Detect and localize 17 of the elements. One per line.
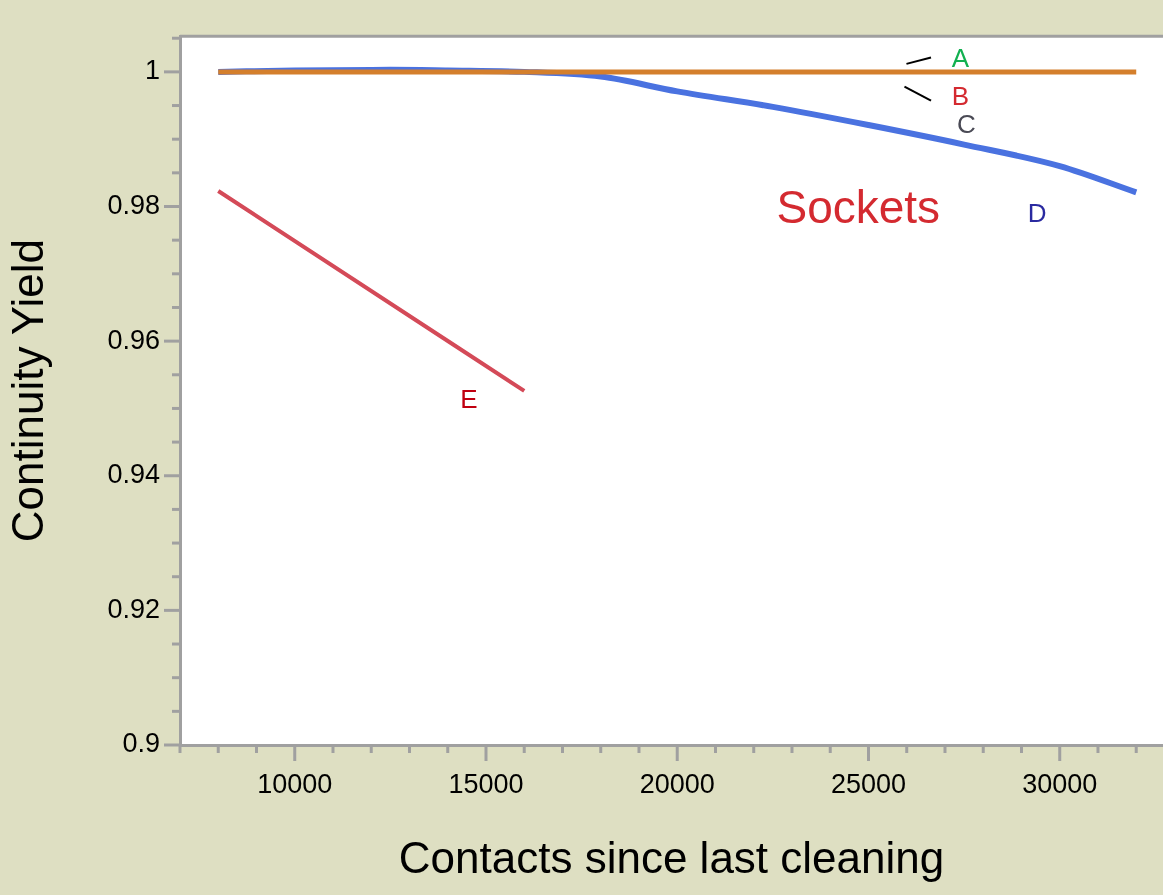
y-tick-label: 0.92 [107,593,160,624]
y-tick-label: 0.98 [107,189,160,220]
y-tick-label: 1 [144,55,160,86]
text: Sockets [776,180,941,233]
y-axis-title: Continuity Yield [2,238,52,543]
y-tick-label: 0.96 [107,324,160,355]
annotation: E [460,383,478,414]
x-tick-label: 10000 [257,768,333,799]
annotation: D [1027,197,1047,228]
x-tick-label: 15000 [448,768,524,799]
y-tick-label: 0.9 [122,728,160,759]
x-axis-title: Contacts since last cleaning [398,832,945,882]
x-tick-label: 30000 [1022,768,1098,799]
x-tick-label: 20000 [639,768,715,799]
annotation: A [951,42,970,73]
y-tick-label: 0.94 [107,459,160,490]
x-tick-label: 25000 [830,768,907,799]
